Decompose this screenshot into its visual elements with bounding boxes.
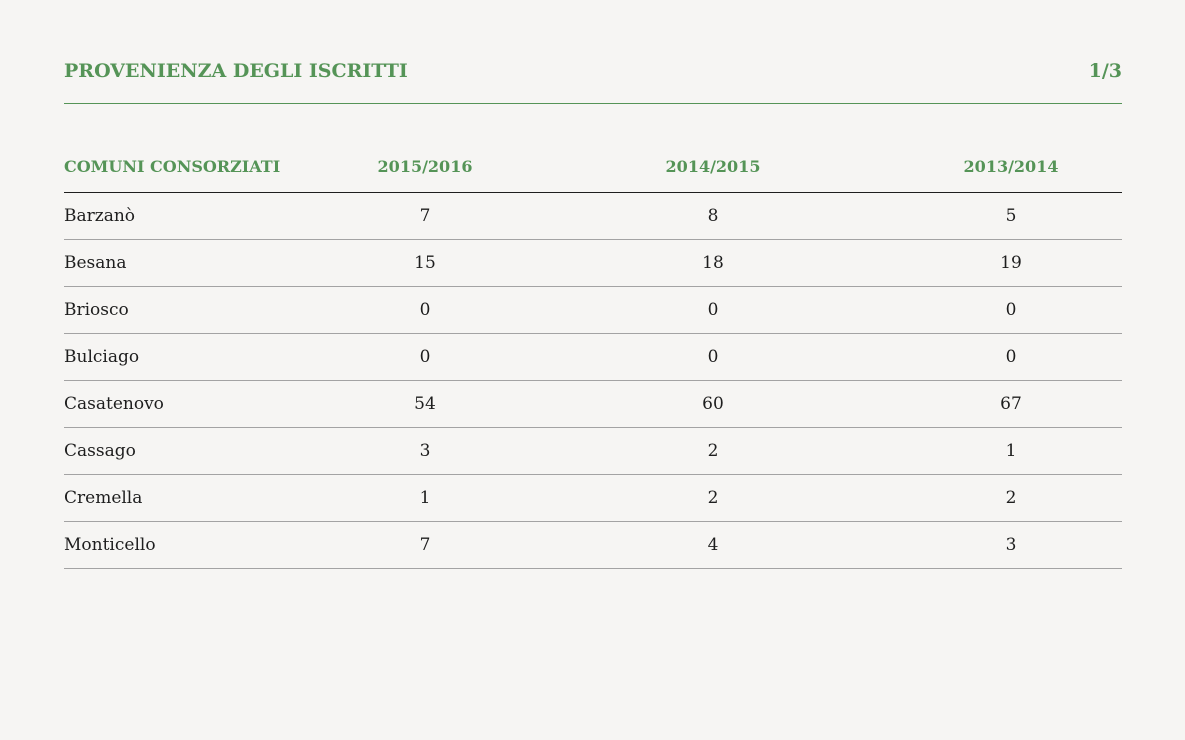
value-2013-2014-cell: 67 [900,380,1122,428]
column-header-2013-2014: 2013/2014 [900,140,1122,193]
municipality-cell: Briosco [64,286,324,334]
value-2015-2016-cell: 0 [324,286,526,334]
value-2015-2016-cell: 7 [324,521,526,569]
municipality-cell: Barzanò [64,192,324,240]
value-2013-2014-cell: 19 [900,239,1122,287]
value-2015-2016-cell: 54 [324,380,526,428]
value-2014-2015-cell: 0 [526,333,900,381]
table-body: Barzanò 7 8 5 Besana 15 18 19 Briosco 0 0 0 Bulciago… [64,192,1122,569]
value-2014-2015-cell: 0 [526,286,900,334]
value-2013-2014-cell: 1 [900,427,1122,475]
table-row: Cremella 1 2 2 [64,474,1122,522]
table-row: Bulciago 0 0 0 [64,333,1122,381]
value-2014-2015-cell: 4 [526,521,900,569]
column-header-municipality: COMUNI CONSORZIATI [64,140,324,193]
municipality-cell: Besana [64,239,324,287]
value-2014-2015-cell: 8 [526,192,900,240]
table-row: Monticello 7 4 3 [64,521,1122,569]
table-header-row: COMUNI CONSORZIATI 2015/2016 2014/2015 2… [64,140,1122,193]
header: PROVENIENZA DEGLI ISCRITTI 1/3 [64,56,1122,86]
table-row: Besana 15 18 19 [64,239,1122,287]
value-2014-2015-cell: 2 [526,427,900,475]
column-header-2014-2015: 2014/2015 [526,140,900,193]
value-2014-2015-cell: 18 [526,239,900,287]
page-indicator: 1/3 [1088,60,1122,82]
value-2015-2016-cell: 7 [324,192,526,240]
value-2015-2016-cell: 15 [324,239,526,287]
value-2015-2016-cell: 3 [324,427,526,475]
table-row: Cassago 3 2 1 [64,427,1122,475]
value-2013-2014-cell: 3 [900,521,1122,569]
value-2013-2014-cell: 5 [900,192,1122,240]
value-2015-2016-cell: 0 [324,333,526,381]
table-row: Briosco 0 0 0 [64,286,1122,334]
municipality-cell: Cremella [64,474,324,522]
municipality-cell: Bulciago [64,333,324,381]
municipality-cell: Casatenovo [64,380,324,428]
page-title: PROVENIENZA DEGLI ISCRITTI [64,60,408,82]
value-2013-2014-cell: 2 [900,474,1122,522]
value-2014-2015-cell: 60 [526,380,900,428]
value-2013-2014-cell: 0 [900,333,1122,381]
table-row: Barzanò 7 8 5 [64,192,1122,240]
value-2015-2016-cell: 1 [324,474,526,522]
enrollment-table: COMUNI CONSORZIATI 2015/2016 2014/2015 2… [64,140,1122,569]
header-divider [64,103,1122,104]
column-header-2015-2016: 2015/2016 [324,140,526,193]
value-2013-2014-cell: 0 [900,286,1122,334]
value-2014-2015-cell: 2 [526,474,900,522]
municipality-cell: Cassago [64,427,324,475]
municipality-cell: Monticello [64,521,324,569]
table-row: Casatenovo 54 60 67 [64,380,1122,428]
